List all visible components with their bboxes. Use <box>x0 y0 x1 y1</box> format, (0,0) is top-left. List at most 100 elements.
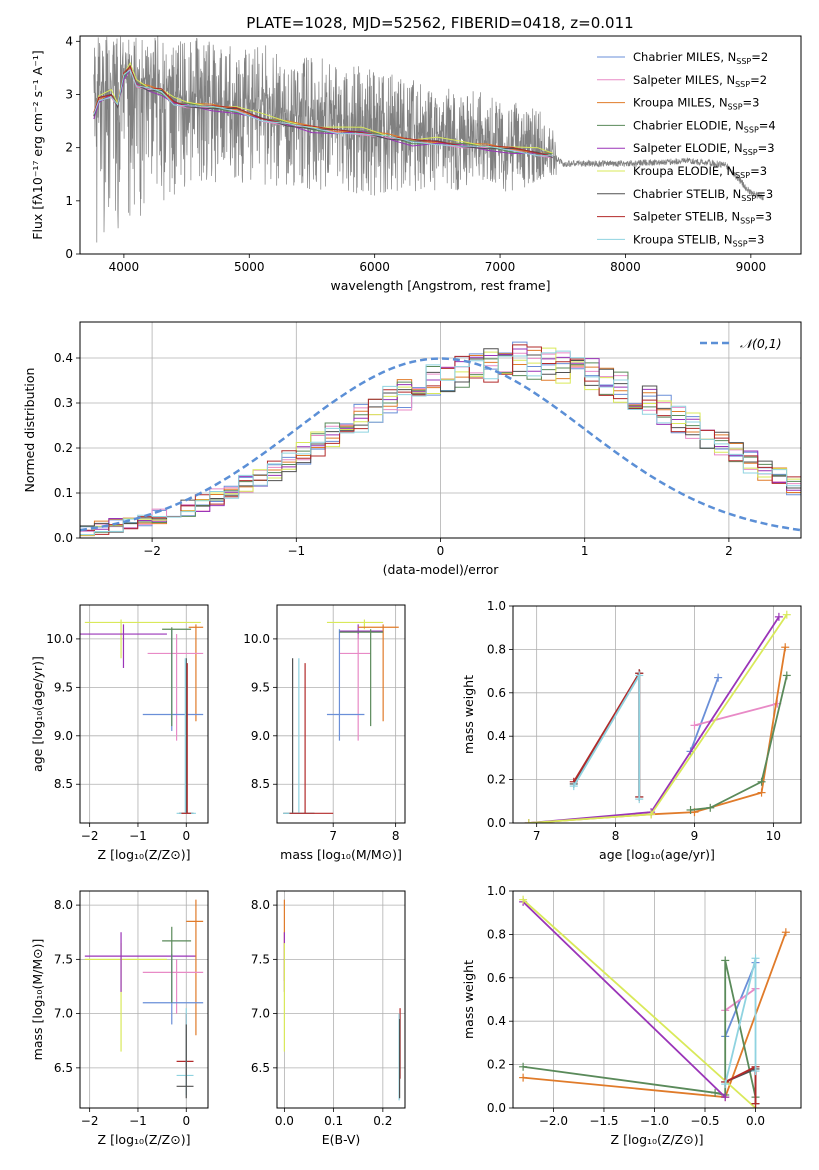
x-axis-label: age [log₁₀(age/yr)] <box>599 847 715 862</box>
x-tick-label: −1.0 <box>640 1114 669 1128</box>
series-line <box>522 899 757 1108</box>
errorbar-kroupa-stelib <box>176 1008 194 1095</box>
x-tick-label: 5000 <box>234 260 265 274</box>
y-tick-label: 0.6 <box>487 686 506 700</box>
mass-vs-metallicity-panel: −2 −1 0 6.5 7.0 7.5 8.0 Z [log₁₀(Z/Z⊙)] mass [lo… <box>30 890 209 1147</box>
y-axis-label: Flux [fλ10⁻¹⁷ erg cm⁻² s⁻¹ A⁻¹] <box>30 50 45 239</box>
series-salpeter-elodie <box>524 612 783 823</box>
y-tick-label: 9.5 <box>54 680 73 694</box>
legend-entry: Kroupa ELODIE, NSSP=3 <box>633 164 767 180</box>
series-kroupa-elodie <box>524 610 791 823</box>
weight-vs-age-panel: 7 8 9 10 0.0 0.2 0.4 0.6 0.8 1.0 age [log₁₀(age/yr… <box>461 599 802 862</box>
legend-entry: Salpeter STELIB, NSSP=3 <box>633 210 772 226</box>
y-axis-label: age [log₁₀(age/yr)] <box>30 656 45 772</box>
x-tick-label: −2.0 <box>539 1114 568 1128</box>
y-tick-label: 8.0 <box>54 898 73 912</box>
x-tick-label: 0.0 <box>275 1114 294 1128</box>
x-tick-label: 9000 <box>736 260 767 274</box>
x-tick-label: 2 <box>725 544 733 558</box>
axes-frame <box>79 35 802 255</box>
y-axis-label: mass [log₁₀(M/M⊙)] <box>30 939 45 1061</box>
x-tick-label: 0 <box>437 544 445 558</box>
x-tick-label: −0.5 <box>690 1114 719 1128</box>
series-line <box>572 672 641 800</box>
y-tick-label: 6.5 <box>251 1061 270 1075</box>
legend-entry: Chabrier STELIB, NSSP=3 <box>633 187 773 203</box>
y-tick-label: 0.2 <box>487 773 506 787</box>
histogram-kroupa-miles <box>80 349 801 538</box>
series-salpeter-miles <box>721 984 760 1015</box>
errorbar-kroupa-miles <box>186 899 204 1036</box>
errorbar-kroupa-miles <box>188 624 204 722</box>
y-tick-label: 1.0 <box>487 599 506 613</box>
axes-frame <box>276 890 406 1109</box>
x-axis-label: Z [log₁₀(Z/Z⊙)] <box>611 1132 704 1147</box>
weight-vs-metallicity-panel: −2.0 −1.5 −1.0 −0.5 0.0 0.0 0.2 0.4 0.6 0.8 1.0 Z [… <box>461 884 802 1147</box>
residuals-panel: −2 −1 0 1 2 0.0 0.1 0.2 0.3 0.4 (data-model)/error… <box>22 321 802 577</box>
errorbar-salpeter-stelib <box>181 663 192 814</box>
x-tick-label: 0.0 <box>746 1114 765 1128</box>
errorbar-chabrier-miles <box>326 629 365 741</box>
x-axis-label: mass [log₁₀(M/M⊙)] <box>280 847 402 862</box>
x-tick-label: 0 <box>182 1114 190 1128</box>
histogram-chabrier-stelib <box>80 348 801 538</box>
plot-area <box>80 341 801 538</box>
legend-entry: Chabrier ELODIE, NSSP=4 <box>633 118 776 134</box>
x-tick-label: 9 <box>691 829 699 843</box>
series-chabrier-elodie <box>686 671 791 814</box>
y-tick-label: 9.0 <box>54 729 73 743</box>
x-axis-label: wavelength [Angstrom, rest frame] <box>330 278 550 293</box>
legend-entry: Kroupa STELIB, NSSP=3 <box>633 232 764 248</box>
x-axis-label: Z [log₁₀(Z/Z⊙)] <box>98 1132 191 1147</box>
y-axis-label: Normed distribution <box>22 368 37 493</box>
plot-area <box>519 895 790 1108</box>
errorbar-kroupa-miles <box>358 624 399 722</box>
x-tick-label: −2 <box>143 544 161 558</box>
y-tick-label: 0.8 <box>487 927 506 941</box>
legend-entry: Salpeter ELODIE, NSSP=3 <box>633 141 775 157</box>
x-tick-label: 4000 <box>109 260 140 274</box>
y-tick-label: 9.0 <box>251 729 270 743</box>
errorbar-chabrier-miles <box>142 629 204 731</box>
x-tick-label: 6000 <box>359 260 390 274</box>
axes-frame <box>79 321 802 539</box>
x-tick-label: 7 <box>329 829 337 843</box>
x-tick-label: 8 <box>612 829 620 843</box>
axes-frame <box>512 605 802 824</box>
age-vs-mass-panel: 7 8 8.5 9.0 9.5 10.0 mass [log₁₀(M/M⊙)] <box>243 604 406 862</box>
errorbar-kroupa-elodie <box>84 619 201 659</box>
errorbar-salpeter-miles <box>142 959 204 1014</box>
y-tick-label: 0.8 <box>487 642 506 656</box>
x-tick-label: −1.5 <box>589 1114 618 1128</box>
errorbar-salpeter-stelib <box>289 663 334 814</box>
plot-area <box>93 36 764 243</box>
x-tick-label: 8 <box>392 829 400 843</box>
x-tick-label: 8000 <box>610 260 641 274</box>
y-tick-label: 0.3 <box>54 396 73 410</box>
axes-frame <box>512 890 802 1109</box>
y-tick-label: 7.0 <box>54 1007 73 1021</box>
y-tick-label: 7.5 <box>251 952 270 966</box>
errorbar-chabrier-elodie <box>162 627 192 727</box>
mass-vs-ebv-panel: 0.0 0.1 0.2 6.5 7.0 7.5 8.0 E(B-V) <box>251 890 406 1147</box>
y-tick-label: 0.4 <box>487 1014 506 1028</box>
legend-entry: Kroupa MILES, NSSP=3 <box>633 96 759 112</box>
axes-frame <box>79 890 209 1109</box>
x-tick-label: −1 <box>129 1114 147 1128</box>
y-tick-label: 0 <box>65 247 73 261</box>
series-line <box>689 677 719 752</box>
spectrum-panel: 4000 5000 6000 7000 8000 9000 0 1 2 3 4 wavelength … <box>30 34 802 293</box>
series-line <box>528 614 788 823</box>
axes-frame <box>276 604 406 824</box>
x-tick-label: 1 <box>581 544 589 558</box>
histogram-kroupa-stelib <box>80 350 801 538</box>
errorbar-salpeter-miles <box>147 634 204 741</box>
y-tick-label: 0.1 <box>54 486 73 500</box>
series-line <box>724 987 757 1012</box>
series-chabrier-miles <box>686 673 723 756</box>
errorbar-kroupa-elodie <box>84 943 167 1052</box>
series-line <box>522 901 726 1098</box>
x-tick-label: −2 <box>81 829 99 843</box>
plot-area <box>84 899 204 1099</box>
